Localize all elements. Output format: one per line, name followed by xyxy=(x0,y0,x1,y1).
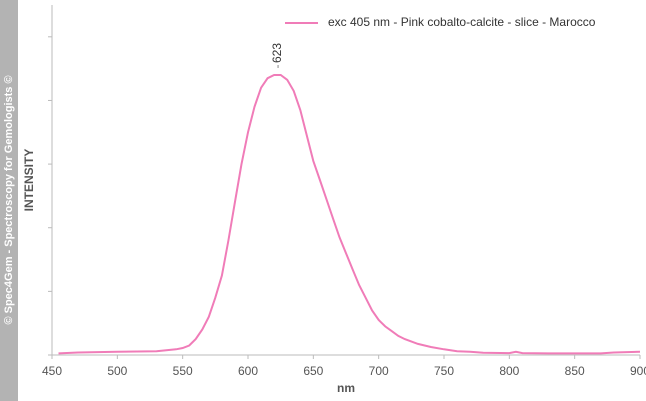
series-line xyxy=(58,74,641,355)
x-tick-label: 750 xyxy=(434,364,454,378)
x-tick-label: 450 xyxy=(42,364,62,378)
x-tick-label: 900 xyxy=(630,364,646,378)
x-tick-label: 850 xyxy=(565,364,585,378)
legend-label: exc 405 nm - Pink cobalto-calcite - slic… xyxy=(328,15,596,29)
watermark-strip xyxy=(0,0,18,401)
x-tick-label: 650 xyxy=(303,364,323,378)
y-axis-label: INTENSITY xyxy=(22,149,36,212)
annotation-label: 623 xyxy=(270,43,284,63)
x-tick-label: 500 xyxy=(107,364,127,378)
x-tick-label: 600 xyxy=(238,364,258,378)
x-tick-label: 800 xyxy=(499,364,519,378)
x-tick-label: 700 xyxy=(369,364,389,378)
x-tick-label: 550 xyxy=(173,364,193,378)
x-axis-label: nm xyxy=(337,381,355,395)
watermark: © Spec4Gem - Spectroscopy for Gemologist… xyxy=(3,75,15,324)
